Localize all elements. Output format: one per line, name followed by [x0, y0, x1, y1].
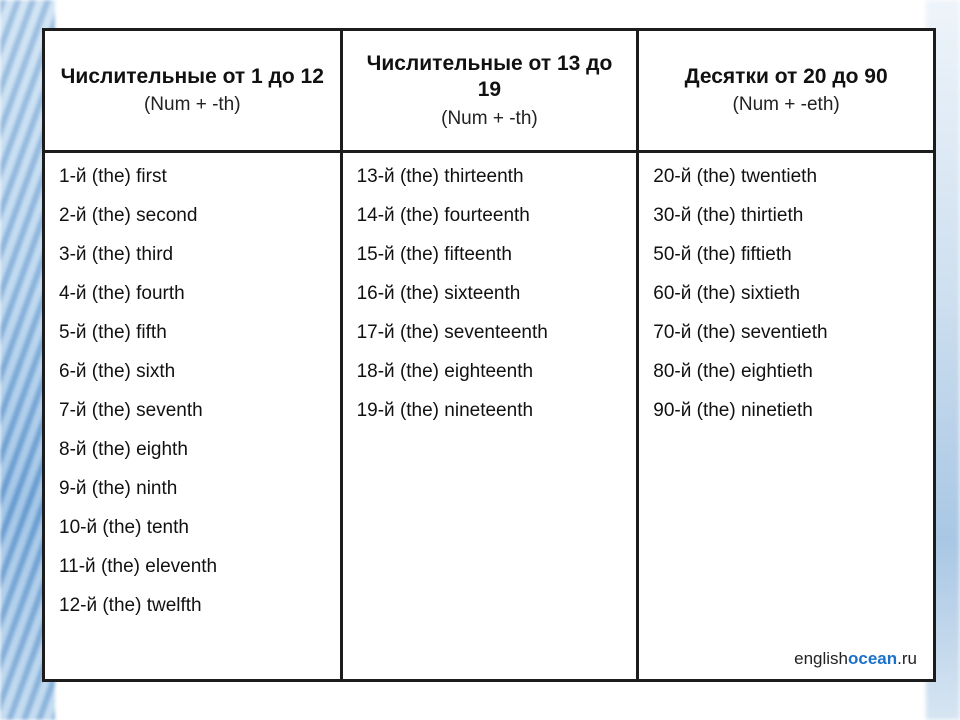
list-item: 6-й (the) sixth — [59, 362, 328, 381]
list-item: 9-й (the) ninth — [59, 479, 328, 498]
source-credit: englishocean.ru — [794, 649, 917, 669]
credit-accent: ocean — [848, 649, 897, 668]
col-body-3: 20-й (the) twentieth 30-й (the) thirtiet… — [638, 151, 935, 681]
list-item: 90-й (the) ninetieth — [653, 401, 921, 420]
list-item: 5-й (the) fifth — [59, 323, 328, 342]
col-title-2: Числительные от 13 до 19 — [353, 51, 627, 104]
col-title-3: Десятки от 20 до 90 — [649, 64, 923, 90]
list-item: 1-й (the) first — [59, 167, 328, 186]
col-sub-1: (Num + -th) — [55, 94, 330, 116]
ordinals-table: Числительные от 1 до 12 (Num + -th) Числ… — [42, 28, 936, 682]
col-sub-3: (Num + -eth) — [649, 94, 923, 116]
col-header-2: Числительные от 13 до 19 (Num + -th) — [341, 30, 638, 152]
list-item: 16-й (the) sixteenth — [357, 284, 625, 303]
list-item: 30-й (the) thirtieth — [653, 206, 921, 225]
list-item: 4-й (the) fourth — [59, 284, 328, 303]
page-canvas: Числительные от 1 до 12 (Num + -th) Числ… — [0, 0, 960, 720]
list-item: 14-й (the) fourteenth — [357, 206, 625, 225]
col-body-1: 1-й (the) first 2-й (the) second 3-й (th… — [44, 151, 342, 681]
list-col-1: 1-й (the) first 2-й (the) second 3-й (th… — [59, 167, 328, 615]
list-item: 15-й (the) fifteenth — [357, 245, 625, 264]
list-item: 12-й (the) twelfth — [59, 596, 328, 615]
list-item: 10-й (the) tenth — [59, 518, 328, 537]
list-item: 2-й (the) second — [59, 206, 328, 225]
list-item: 13-й (the) thirteenth — [357, 167, 625, 186]
table-body-row: 1-й (the) first 2-й (the) second 3-й (th… — [44, 151, 935, 681]
list-item: 19-й (the) nineteenth — [357, 401, 625, 420]
ordinals-table-container: Числительные от 1 до 12 (Num + -th) Числ… — [42, 28, 936, 682]
list-item: 18-й (the) eighteenth — [357, 362, 625, 381]
list-item: 60-й (the) sixtieth — [653, 284, 921, 303]
list-col-2: 13-й (the) thirteenth 14-й (the) fourtee… — [357, 167, 625, 420]
credit-suffix: .ru — [897, 649, 917, 668]
list-item: 80-й (the) eightieth — [653, 362, 921, 381]
col-title-1: Числительные от 1 до 12 — [55, 64, 330, 90]
list-item: 3-й (the) third — [59, 245, 328, 264]
list-item: 50-й (the) fiftieth — [653, 245, 921, 264]
list-item: 70-й (the) seventieth — [653, 323, 921, 342]
credit-prefix: english — [794, 649, 848, 668]
list-item: 20-й (the) twentieth — [653, 167, 921, 186]
list-item: 7-й (the) seventh — [59, 401, 328, 420]
col-body-2: 13-й (the) thirteenth 14-й (the) fourtee… — [341, 151, 638, 681]
list-col-3: 20-й (the) twentieth 30-й (the) thirtiet… — [653, 167, 921, 420]
list-item: 8-й (the) eighth — [59, 440, 328, 459]
col-header-3: Десятки от 20 до 90 (Num + -eth) — [638, 30, 935, 152]
list-item: 17-й (the) seventeenth — [357, 323, 625, 342]
col-header-1: Числительные от 1 до 12 (Num + -th) — [44, 30, 342, 152]
table-header-row: Числительные от 1 до 12 (Num + -th) Числ… — [44, 30, 935, 152]
col-sub-2: (Num + -th) — [353, 108, 627, 130]
list-item: 11-й (the) eleventh — [59, 557, 328, 576]
